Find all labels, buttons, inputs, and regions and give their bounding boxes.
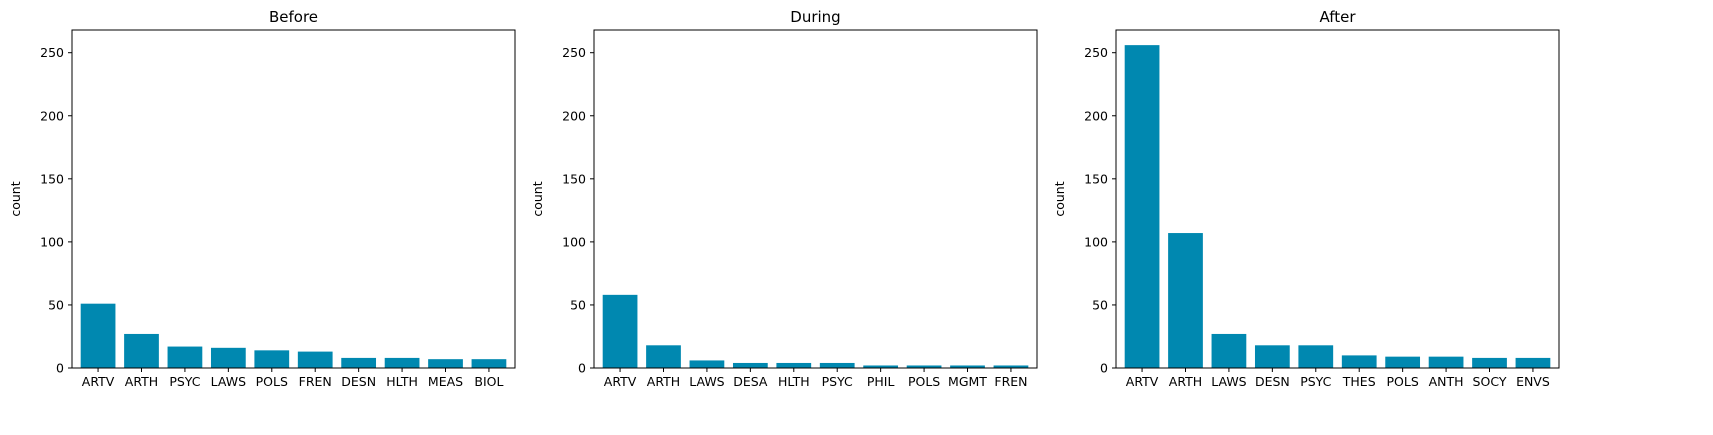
x-tick-label: ARTH: [125, 374, 158, 389]
bar-phil: [863, 365, 899, 368]
y-tick-label: 250: [1084, 45, 1108, 60]
bar-pols: [906, 365, 942, 368]
x-tick-label: DESA: [733, 374, 768, 389]
panel-title: During: [790, 8, 840, 26]
y-axis-label: count: [530, 181, 545, 216]
x-tick-label: SOCY: [1473, 374, 1507, 389]
bar-arth: [124, 333, 159, 368]
bar-psyc: [167, 346, 203, 368]
bar-desa: [732, 362, 768, 368]
x-tick-label: ARTV: [604, 374, 637, 389]
bar-desn: [341, 357, 377, 368]
y-tick-label: 50: [48, 297, 64, 312]
y-tick-label: 50: [1092, 297, 1108, 312]
bar-arth: [646, 345, 681, 368]
x-tick-label: ARTH: [1169, 374, 1202, 389]
y-tick-label: 200: [562, 108, 586, 123]
x-tick-label: DESN: [1255, 374, 1290, 389]
y-tick-label: 100: [562, 234, 586, 249]
y-tick-label: 200: [1084, 108, 1108, 123]
x-tick-label: POLS: [908, 374, 940, 389]
axes-frame: [593, 29, 1038, 369]
panel-title: After: [1319, 8, 1356, 26]
bar-fren: [297, 351, 333, 368]
bar-socy: [1472, 357, 1507, 368]
x-tick-label: POLS: [256, 374, 288, 389]
y-tick-label: 50: [570, 297, 586, 312]
x-tick-label: LAWS: [689, 374, 724, 389]
x-tick-label: ARTV: [1126, 374, 1159, 389]
y-axis-label: count: [1052, 181, 1067, 216]
y-tick-label: 100: [1084, 234, 1108, 249]
bar-laws: [210, 347, 246, 368]
x-tick-label: MEAS: [428, 374, 463, 389]
y-tick-label: 150: [1084, 171, 1108, 186]
x-tick-label: DESN: [341, 374, 376, 389]
bar-psyc: [819, 362, 855, 368]
x-tick-label: HLTH: [386, 374, 418, 389]
bar-mgmt: [950, 365, 985, 368]
x-tick-label: LAWS: [1211, 374, 1246, 389]
bar-artv: [602, 294, 638, 368]
x-tick-label: ENVS: [1516, 374, 1550, 389]
bar-desn: [1254, 345, 1290, 368]
bar-fren: [993, 365, 1029, 368]
bar-laws: [689, 360, 725, 368]
x-tick-label: FREN: [994, 374, 1027, 389]
bar-meas: [428, 359, 463, 368]
y-tick-label: 0: [56, 361, 64, 376]
x-tick-label: PSYC: [1300, 374, 1331, 389]
y-axis-label: count: [8, 181, 23, 216]
x-tick-label: HLTH: [778, 374, 810, 389]
bar-arth: [1168, 233, 1203, 368]
x-tick-label: ARTH: [647, 374, 680, 389]
bar-thes: [1341, 355, 1377, 368]
bar-pols: [254, 350, 290, 368]
bar-hlth: [776, 362, 812, 368]
y-tick-label: 250: [562, 45, 586, 60]
y-tick-label: 150: [40, 171, 64, 186]
bar-hlth: [384, 357, 420, 368]
panel-after: ARTV ARTH LAWS DESN PSYC THES POLS ANTH SOCY ENVS…: [1052, 8, 1560, 389]
x-tick-label: MGMT: [948, 374, 987, 389]
panel-before: ARTV ARTH PSYC LAWS POLS FREN DESN HLTH MEAS BIOL…: [8, 8, 516, 389]
bar-artv: [1124, 45, 1160, 368]
bar-laws: [1211, 333, 1247, 368]
bar-psyc: [1298, 345, 1334, 368]
x-tick-label: ANTH: [1429, 374, 1464, 389]
bar-anth: [1428, 356, 1464, 368]
y-tick-label: 150: [562, 171, 586, 186]
y-tick-label: 100: [40, 234, 64, 249]
y-tick-label: 250: [40, 45, 64, 60]
bar-biol: [471, 359, 507, 368]
x-tick-label: LAWS: [211, 374, 246, 389]
bar-artv: [80, 303, 116, 368]
bar-pols: [1385, 356, 1421, 368]
y-tick-label: 0: [578, 361, 586, 376]
axes-frame: [1115, 29, 1560, 369]
x-tick-label: POLS: [1387, 374, 1419, 389]
x-tick-label: FREN: [299, 374, 332, 389]
y-tick-label: 0: [1100, 361, 1108, 376]
x-tick-label: BIOL: [474, 374, 503, 389]
axes-frame: [71, 29, 516, 369]
bar-envs: [1515, 357, 1551, 368]
panel-during: ARTV ARTH LAWS DESA HLTH PSYC PHIL POLS MGMT FREN…: [530, 8, 1038, 389]
x-tick-label: PSYC: [822, 374, 853, 389]
x-tick-label: PHIL: [867, 374, 895, 389]
x-tick-label: PSYC: [169, 374, 200, 389]
y-tick-label: 200: [40, 108, 64, 123]
panel-title: Before: [269, 8, 318, 26]
x-tick-label: ARTV: [82, 374, 115, 389]
x-tick-label: THES: [1342, 374, 1376, 389]
